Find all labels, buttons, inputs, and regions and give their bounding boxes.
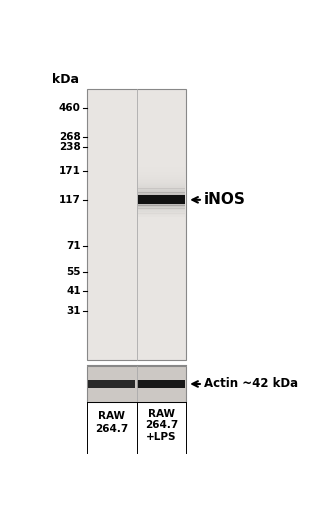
- Text: 460: 460: [59, 103, 81, 113]
- Bar: [138, 174, 185, 175]
- Text: RAW: RAW: [148, 409, 175, 419]
- Bar: [138, 204, 185, 206]
- Bar: [138, 210, 185, 212]
- Bar: [88, 380, 135, 388]
- Bar: [138, 180, 185, 181]
- Bar: [138, 169, 185, 170]
- Bar: [138, 170, 185, 171]
- Bar: [138, 179, 185, 180]
- Bar: [138, 191, 185, 192]
- Bar: [138, 179, 185, 180]
- Text: RAW: RAW: [98, 411, 125, 421]
- Bar: [87, 366, 186, 402]
- Bar: [138, 172, 185, 173]
- Bar: [138, 189, 185, 190]
- Bar: [138, 196, 185, 197]
- Bar: [138, 196, 185, 204]
- Text: 55: 55: [66, 267, 81, 277]
- Bar: [87, 89, 186, 360]
- Text: 31: 31: [66, 306, 81, 316]
- Bar: [138, 190, 185, 191]
- Bar: [137, 380, 185, 388]
- Bar: [138, 186, 185, 187]
- Bar: [138, 189, 185, 190]
- Text: kDa: kDa: [52, 73, 79, 85]
- Bar: [138, 173, 185, 174]
- Text: Actin ~42 kDa: Actin ~42 kDa: [204, 378, 298, 390]
- Bar: [138, 212, 185, 214]
- Bar: [138, 171, 185, 172]
- Bar: [138, 176, 185, 177]
- Bar: [138, 215, 185, 217]
- Text: 171: 171: [59, 166, 81, 176]
- Bar: [138, 193, 185, 194]
- Text: 117: 117: [59, 195, 81, 205]
- Text: 268: 268: [59, 132, 81, 142]
- Bar: [138, 207, 185, 209]
- Bar: [138, 181, 185, 182]
- Bar: [138, 213, 185, 215]
- Text: 238: 238: [59, 142, 81, 152]
- Text: 264.7: 264.7: [95, 424, 128, 434]
- Bar: [138, 183, 185, 184]
- Bar: [138, 177, 185, 178]
- Bar: [138, 182, 185, 183]
- Text: iNOS: iNOS: [204, 192, 246, 207]
- Text: 41: 41: [66, 286, 81, 296]
- Bar: [138, 194, 185, 195]
- Bar: [138, 178, 185, 179]
- Bar: [138, 197, 185, 198]
- Bar: [138, 184, 185, 185]
- Bar: [138, 195, 185, 196]
- Bar: [138, 208, 185, 211]
- Bar: [138, 187, 185, 188]
- Bar: [138, 188, 185, 189]
- Bar: [138, 192, 185, 193]
- Text: +LPS: +LPS: [146, 432, 177, 442]
- Bar: [138, 199, 185, 200]
- Bar: [138, 205, 185, 207]
- Text: 264.7: 264.7: [145, 420, 178, 430]
- Text: 71: 71: [66, 241, 81, 251]
- Bar: [138, 175, 185, 176]
- Bar: [138, 168, 185, 169]
- Bar: [138, 185, 185, 186]
- Bar: [138, 198, 185, 199]
